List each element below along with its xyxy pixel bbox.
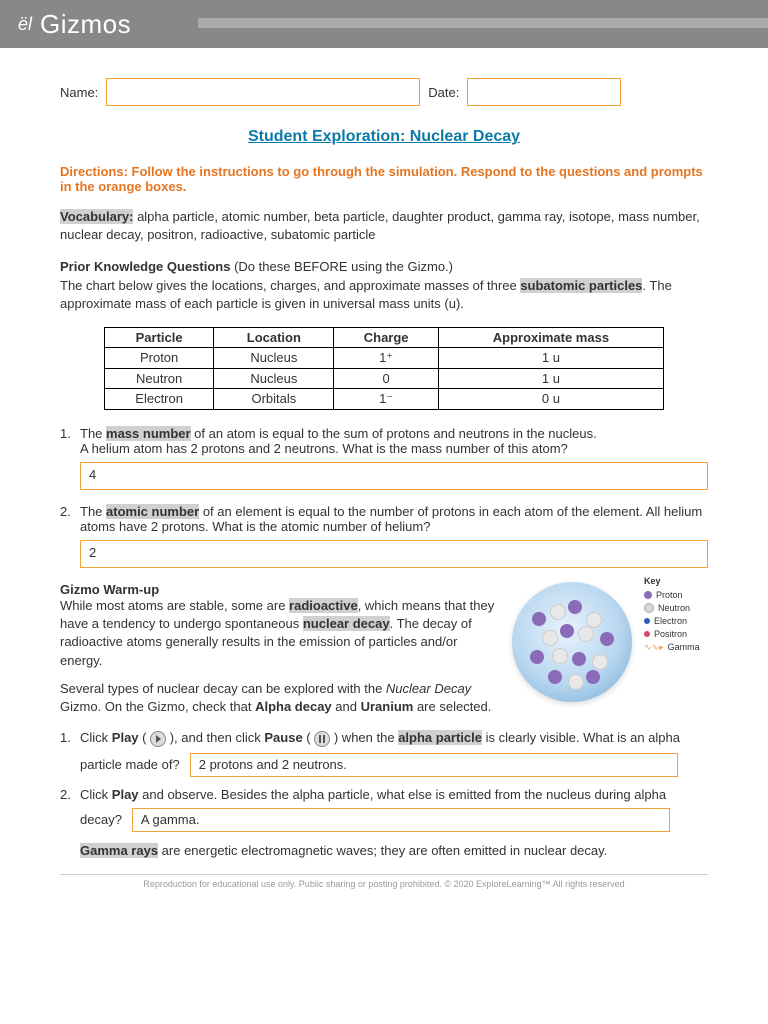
particle-table: Particle Location Charge Approximate mas… — [104, 327, 664, 410]
logo-icon: ël — [18, 14, 32, 35]
date-label: Date: — [428, 85, 459, 100]
key-legend: Key Proton Neutron Electron Positron ∿∿▸… — [644, 576, 708, 656]
prior-heading: Prior Knowledge Questions — [60, 259, 230, 274]
vocab-label: Vocabulary: — [60, 209, 133, 224]
warmup-q2: 2. Click Play and observe. Besides the a… — [60, 787, 708, 802]
vocabulary-para: Vocabulary: alpha particle, atomic numbe… — [60, 208, 708, 244]
footer-text: Reproduction for educational use only. P… — [60, 879, 708, 899]
warmup-p2: Several types of nuclear decay can be ex… — [60, 680, 496, 716]
table-row: ProtonNucleus1⁺1 u — [105, 347, 664, 368]
brand-name: Gizmos — [40, 9, 131, 40]
prior-knowledge-para: Prior Knowledge Questions (Do these BEFO… — [60, 258, 708, 313]
gamma-note: Gamma rays are energetic electromagnetic… — [80, 842, 708, 860]
wq1-answer[interactable]: 2 protons and 2 neutrons. — [190, 753, 678, 777]
header: ël Gizmos — [0, 0, 768, 48]
warmup-heading: Gizmo Warm-up — [60, 582, 496, 597]
table-row: ElectronOrbitals1⁻0 u — [105, 388, 664, 409]
atom-icon — [512, 582, 632, 702]
warmup-p1: While most atoms are stable, some are ra… — [60, 597, 496, 670]
warmup-q1: 1. Click Play ( ), and then click Pause … — [60, 730, 708, 747]
wq2-answer[interactable]: A gamma. — [132, 808, 670, 832]
wq2-answer-row: decay? A gamma. — [80, 808, 708, 832]
q2-answer[interactable]: 2 — [80, 540, 708, 568]
wq1-answer-row: particle made of? 2 protons and 2 neutro… — [80, 753, 708, 777]
warmup-section: Gizmo Warm-up While most atoms are stabl… — [60, 582, 708, 722]
th-charge: Charge — [334, 327, 438, 347]
name-label: Name: — [60, 85, 98, 100]
page-title: Student Exploration: Nuclear Decay — [60, 128, 708, 146]
name-input[interactable] — [106, 78, 420, 106]
page-content: Name: Date: Student Exploration: Nuclear… — [0, 48, 768, 909]
q1-answer[interactable]: 4 — [80, 462, 708, 490]
pause-icon — [314, 731, 330, 747]
header-stripe — [198, 18, 768, 28]
th-mass: Approximate mass — [438, 327, 663, 347]
key-title: Key — [644, 576, 708, 586]
prior-note: (Do these BEFORE using the Gizmo.) — [230, 259, 453, 274]
th-particle: Particle — [105, 327, 214, 347]
atom-diagram: Key Proton Neutron Electron Positron ∿∿▸… — [508, 582, 708, 722]
q1-num: 1. — [60, 426, 80, 456]
directions-text: Directions: Follow the instructions to g… — [60, 164, 708, 194]
vocab-text: alpha particle, atomic number, beta part… — [60, 209, 700, 242]
question-1: 1. The mass number of an atom is equal t… — [60, 426, 708, 456]
th-location: Location — [214, 327, 334, 347]
prior-hl: subatomic particles — [520, 278, 642, 293]
play-icon — [150, 731, 166, 747]
q2-num: 2. — [60, 504, 80, 534]
question-2: 2. The atomic number of an element is eq… — [60, 504, 708, 534]
date-input[interactable] — [467, 78, 621, 106]
prior-text1: The chart below gives the locations, cha… — [60, 278, 520, 293]
table-row: NeutronNucleus01 u — [105, 368, 664, 388]
name-date-row: Name: Date: — [60, 78, 708, 106]
